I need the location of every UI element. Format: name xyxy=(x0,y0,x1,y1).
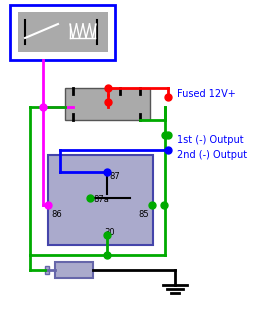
Bar xyxy=(18,12,108,52)
Text: 85: 85 xyxy=(138,210,148,219)
Text: Fused 12V+: Fused 12V+ xyxy=(177,89,236,99)
Bar xyxy=(65,88,150,120)
Text: 30: 30 xyxy=(104,228,115,237)
Text: 86: 86 xyxy=(51,210,62,219)
Bar xyxy=(55,262,93,278)
Text: 1st (-) Output: 1st (-) Output xyxy=(177,135,244,145)
Text: 2nd (-) Output: 2nd (-) Output xyxy=(177,150,247,160)
Text: 87: 87 xyxy=(109,172,120,181)
Bar xyxy=(48,155,153,245)
Text: 87a: 87a xyxy=(93,195,109,204)
Bar xyxy=(45,266,49,274)
Bar xyxy=(10,5,115,60)
